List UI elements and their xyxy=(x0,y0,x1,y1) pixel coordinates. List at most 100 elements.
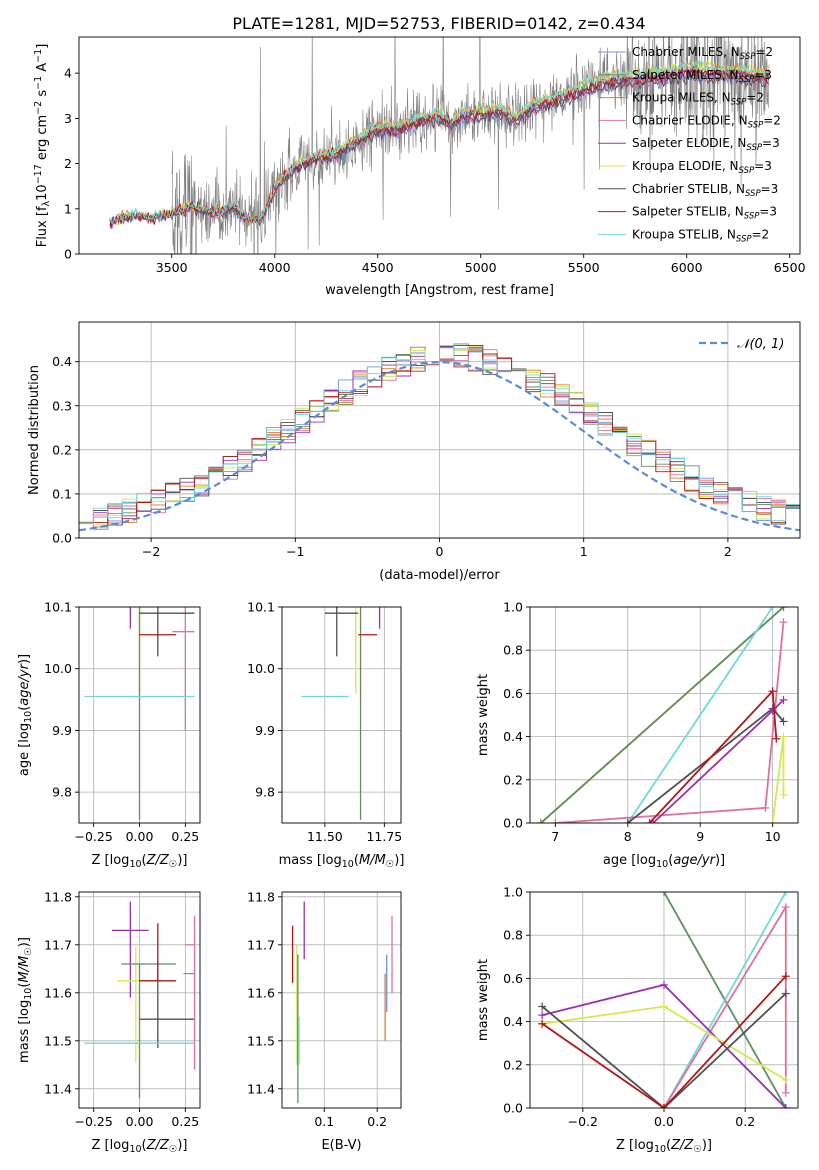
spectrum-ylabel: Flux [fλ10−17 erg cm−2 s−1 A−1] xyxy=(33,44,52,248)
errorbar-salpeter-elodie xyxy=(129,607,131,629)
z_mass-ylabel: mass [log10(M/M☉)] xyxy=(17,937,34,1063)
spectrum-ytick-label: 1 xyxy=(64,201,72,216)
ebv_mass-xtick-label: 0.2 xyxy=(367,1114,387,1129)
z_mass-ytick-label: 11.4 xyxy=(44,1081,72,1096)
mass_age-xlabel: mass [log10(M/M☉)] xyxy=(279,853,405,870)
z_mass-ytick-label: 11.8 xyxy=(44,889,72,904)
model-line-kroupa-stelib xyxy=(109,59,769,225)
z_mass-xlabel: Z [log10(Z/Z☉)] xyxy=(92,1138,188,1155)
residuals-ytick-label: 0.1 xyxy=(52,486,72,501)
errorbar-salpeter-miles xyxy=(359,607,362,820)
z_weight-xtick-label: −0.2 xyxy=(568,1114,598,1129)
z_mass-data xyxy=(84,901,196,1099)
z_age-data xyxy=(84,607,195,820)
mass-age-panel: 11.50 11.75 9.8 9.9 10.0 10.1 mass [log10(M/M☉… xyxy=(247,600,405,871)
residuals-xtick-label: 0 xyxy=(436,544,444,559)
mass_age-ytick-label: 10.0 xyxy=(247,661,275,676)
z_age-xtick-label: 0.25 xyxy=(171,829,199,844)
z_mass-ytick-label: 11.7 xyxy=(44,937,72,952)
spectrum-legend: Chabrier MILES, NSSP=2 Salpeter MILES, NS… xyxy=(598,45,781,244)
errorbar-chabrier-stelib xyxy=(324,607,359,657)
mass_age-frame xyxy=(281,606,402,824)
age_weight-ytick-label: 0.6 xyxy=(503,686,523,701)
z_weight-ytick-label: 0.0 xyxy=(503,1101,523,1116)
mass_age-ytick-label: 10.1 xyxy=(247,600,275,615)
ebv_mass-ytick-label: 11.7 xyxy=(247,937,275,952)
z_age-ytick-label: 9.8 xyxy=(52,785,72,800)
model-line-salpeter-stelib xyxy=(109,66,770,228)
errorbar-chabrier-elodie xyxy=(185,916,196,1070)
weight-line-salpeter-stelib xyxy=(541,975,787,1108)
spectrum-ytick-label: 0 xyxy=(64,247,72,262)
age_weight-xtick-label: 8 xyxy=(624,829,632,844)
z_mass-ytick-label: 11.5 xyxy=(44,1033,72,1048)
age_weight-ytick-label: 1.0 xyxy=(503,600,523,615)
weight-series-salpeter-stelib xyxy=(645,687,781,823)
z_weight-ytick-label: 0.6 xyxy=(503,971,523,986)
weight-series-salpeter-elodie xyxy=(538,980,790,1108)
z_age-ylabel: age [log10(age/yr)] xyxy=(17,654,34,776)
age_weight-data xyxy=(536,607,788,823)
spectrum-xtick-label: 4000 xyxy=(259,260,291,275)
z_age-ytick-label: 10.1 xyxy=(44,600,72,615)
spectrum-xlabel: wavelength [Angstrom, rest frame] xyxy=(325,283,554,298)
z_mass-xtick-label: −0.25 xyxy=(75,1114,113,1129)
age_weight-xtick-label: 10 xyxy=(765,829,781,844)
residuals-xtick-label: 1 xyxy=(580,544,588,559)
errorbar-salpeter-miles xyxy=(121,963,177,1099)
age_weight-ytick-label: 0.8 xyxy=(503,643,523,658)
z_age-axes: −0.25 0.00 0.25 9.8 9.9 10.0 10.1 Z [log10(Z/Z☉… xyxy=(17,600,201,870)
legend-label-kroupa-miles: Kroupa MILES, NSSP=2 xyxy=(632,91,764,108)
mass_age-ytick-label: 9.8 xyxy=(255,785,275,800)
residuals-xtick-label: −2 xyxy=(142,544,160,559)
z_weight-xlabel: Z [log10(Z/Z☉)] xyxy=(616,1138,712,1155)
errorbar-chabrier-stelib xyxy=(139,607,195,657)
ebv_mass-ytick-label: 11.8 xyxy=(247,889,275,904)
spectrum-ytick-label: 4 xyxy=(64,66,72,81)
residuals-ytick-label: 0.4 xyxy=(52,354,72,369)
z_weight-data xyxy=(538,892,790,1108)
ebv_mass-data xyxy=(291,901,393,1104)
errorbar-salpeter-stelib xyxy=(139,923,177,982)
z_age-ytick-label: 10.0 xyxy=(44,661,72,676)
ebv_mass-frame xyxy=(281,891,402,1109)
residuals-xtick-label: 2 xyxy=(724,544,732,559)
age_weight-ylabel: mass weight xyxy=(476,674,491,756)
z_age-xtick-label: −0.25 xyxy=(75,829,113,844)
z_weight-ytick-label: 0.4 xyxy=(503,1014,523,1029)
age_weight-xtick-label: 7 xyxy=(551,829,559,844)
errorbar-chabrier-elodie xyxy=(172,607,195,731)
spectrum-xtick-label: 5500 xyxy=(568,260,600,275)
spectrum-xtick-label: 5000 xyxy=(465,260,497,275)
errorbar-salpeter-miles xyxy=(138,607,141,820)
weight-series-chabrier-elodie xyxy=(660,903,790,1108)
ebv_mass-ytick-label: 11.4 xyxy=(247,1081,275,1096)
weight-line-chabrier-stelib xyxy=(541,992,787,1108)
age_weight-axes: 7 8 9 10 0.0 0.2 0.4 0.6 0.8 1.0 age [log10(age/yr… xyxy=(476,600,799,870)
age-weight-panel: 7 8 9 10 0.0 0.2 0.4 0.6 0.8 1.0 age [log10(age/yr… xyxy=(476,600,799,870)
legend-label-salpeter-elodie: Salpeter ELODIE, NSSP=3 xyxy=(632,136,780,153)
age_weight-ytick-label: 0.4 xyxy=(503,729,523,744)
legend-label-salpeter-stelib: Salpeter STELIB, NSSP=3 xyxy=(632,205,777,222)
residuals-xlabel: (data-model)/error xyxy=(379,568,500,583)
legend-label-chabrier-miles: Chabrier MILES, NSSP=2 xyxy=(632,45,773,62)
residuals-data xyxy=(79,343,800,538)
z_weight-ylabel: mass weight xyxy=(476,959,491,1041)
ebv_mass-axes: 0.1 0.2 11.4 11.5 11.6 11.7 11.8 E(B-V) xyxy=(247,889,402,1153)
legend-label-gaussian: 𝒩(0, 1) xyxy=(737,337,784,352)
residuals-histogram-panel: −2 −1 0 1 2 0.0 0.1 0.2 0.3 0.4 (data-model)/error… xyxy=(27,321,801,583)
spectrum-ytick-label: 2 xyxy=(64,156,72,171)
ebv_mass-ytick-label: 11.5 xyxy=(247,1033,275,1048)
spectrum-xtick-label: 4500 xyxy=(362,260,394,275)
z_weight-axes: −0.2 0.0 0.2 0.0 0.2 0.4 0.6 0.8 1.0 Z [log10(Z/Z… xyxy=(476,885,799,1155)
metallicity-weight-panel: −0.2 0.0 0.2 0.0 0.2 0.4 0.6 0.8 1.0 Z [log10(Z/Z… xyxy=(476,885,799,1155)
z_weight-xtick-label: 0.0 xyxy=(654,1114,674,1129)
legend-label-salpeter-miles: Salpeter MILES, NSSP=3 xyxy=(632,68,772,85)
residuals-ylabel: Normed distribution xyxy=(27,365,42,495)
weight-series-salpeter-stelib xyxy=(538,972,790,1108)
z_weight-xtick-label: 0.2 xyxy=(735,1114,755,1129)
z_weight-ytick-label: 0.2 xyxy=(503,1057,523,1072)
residuals-ytick-label: 0.3 xyxy=(52,398,72,413)
ebv_mass-grid xyxy=(282,892,401,1108)
